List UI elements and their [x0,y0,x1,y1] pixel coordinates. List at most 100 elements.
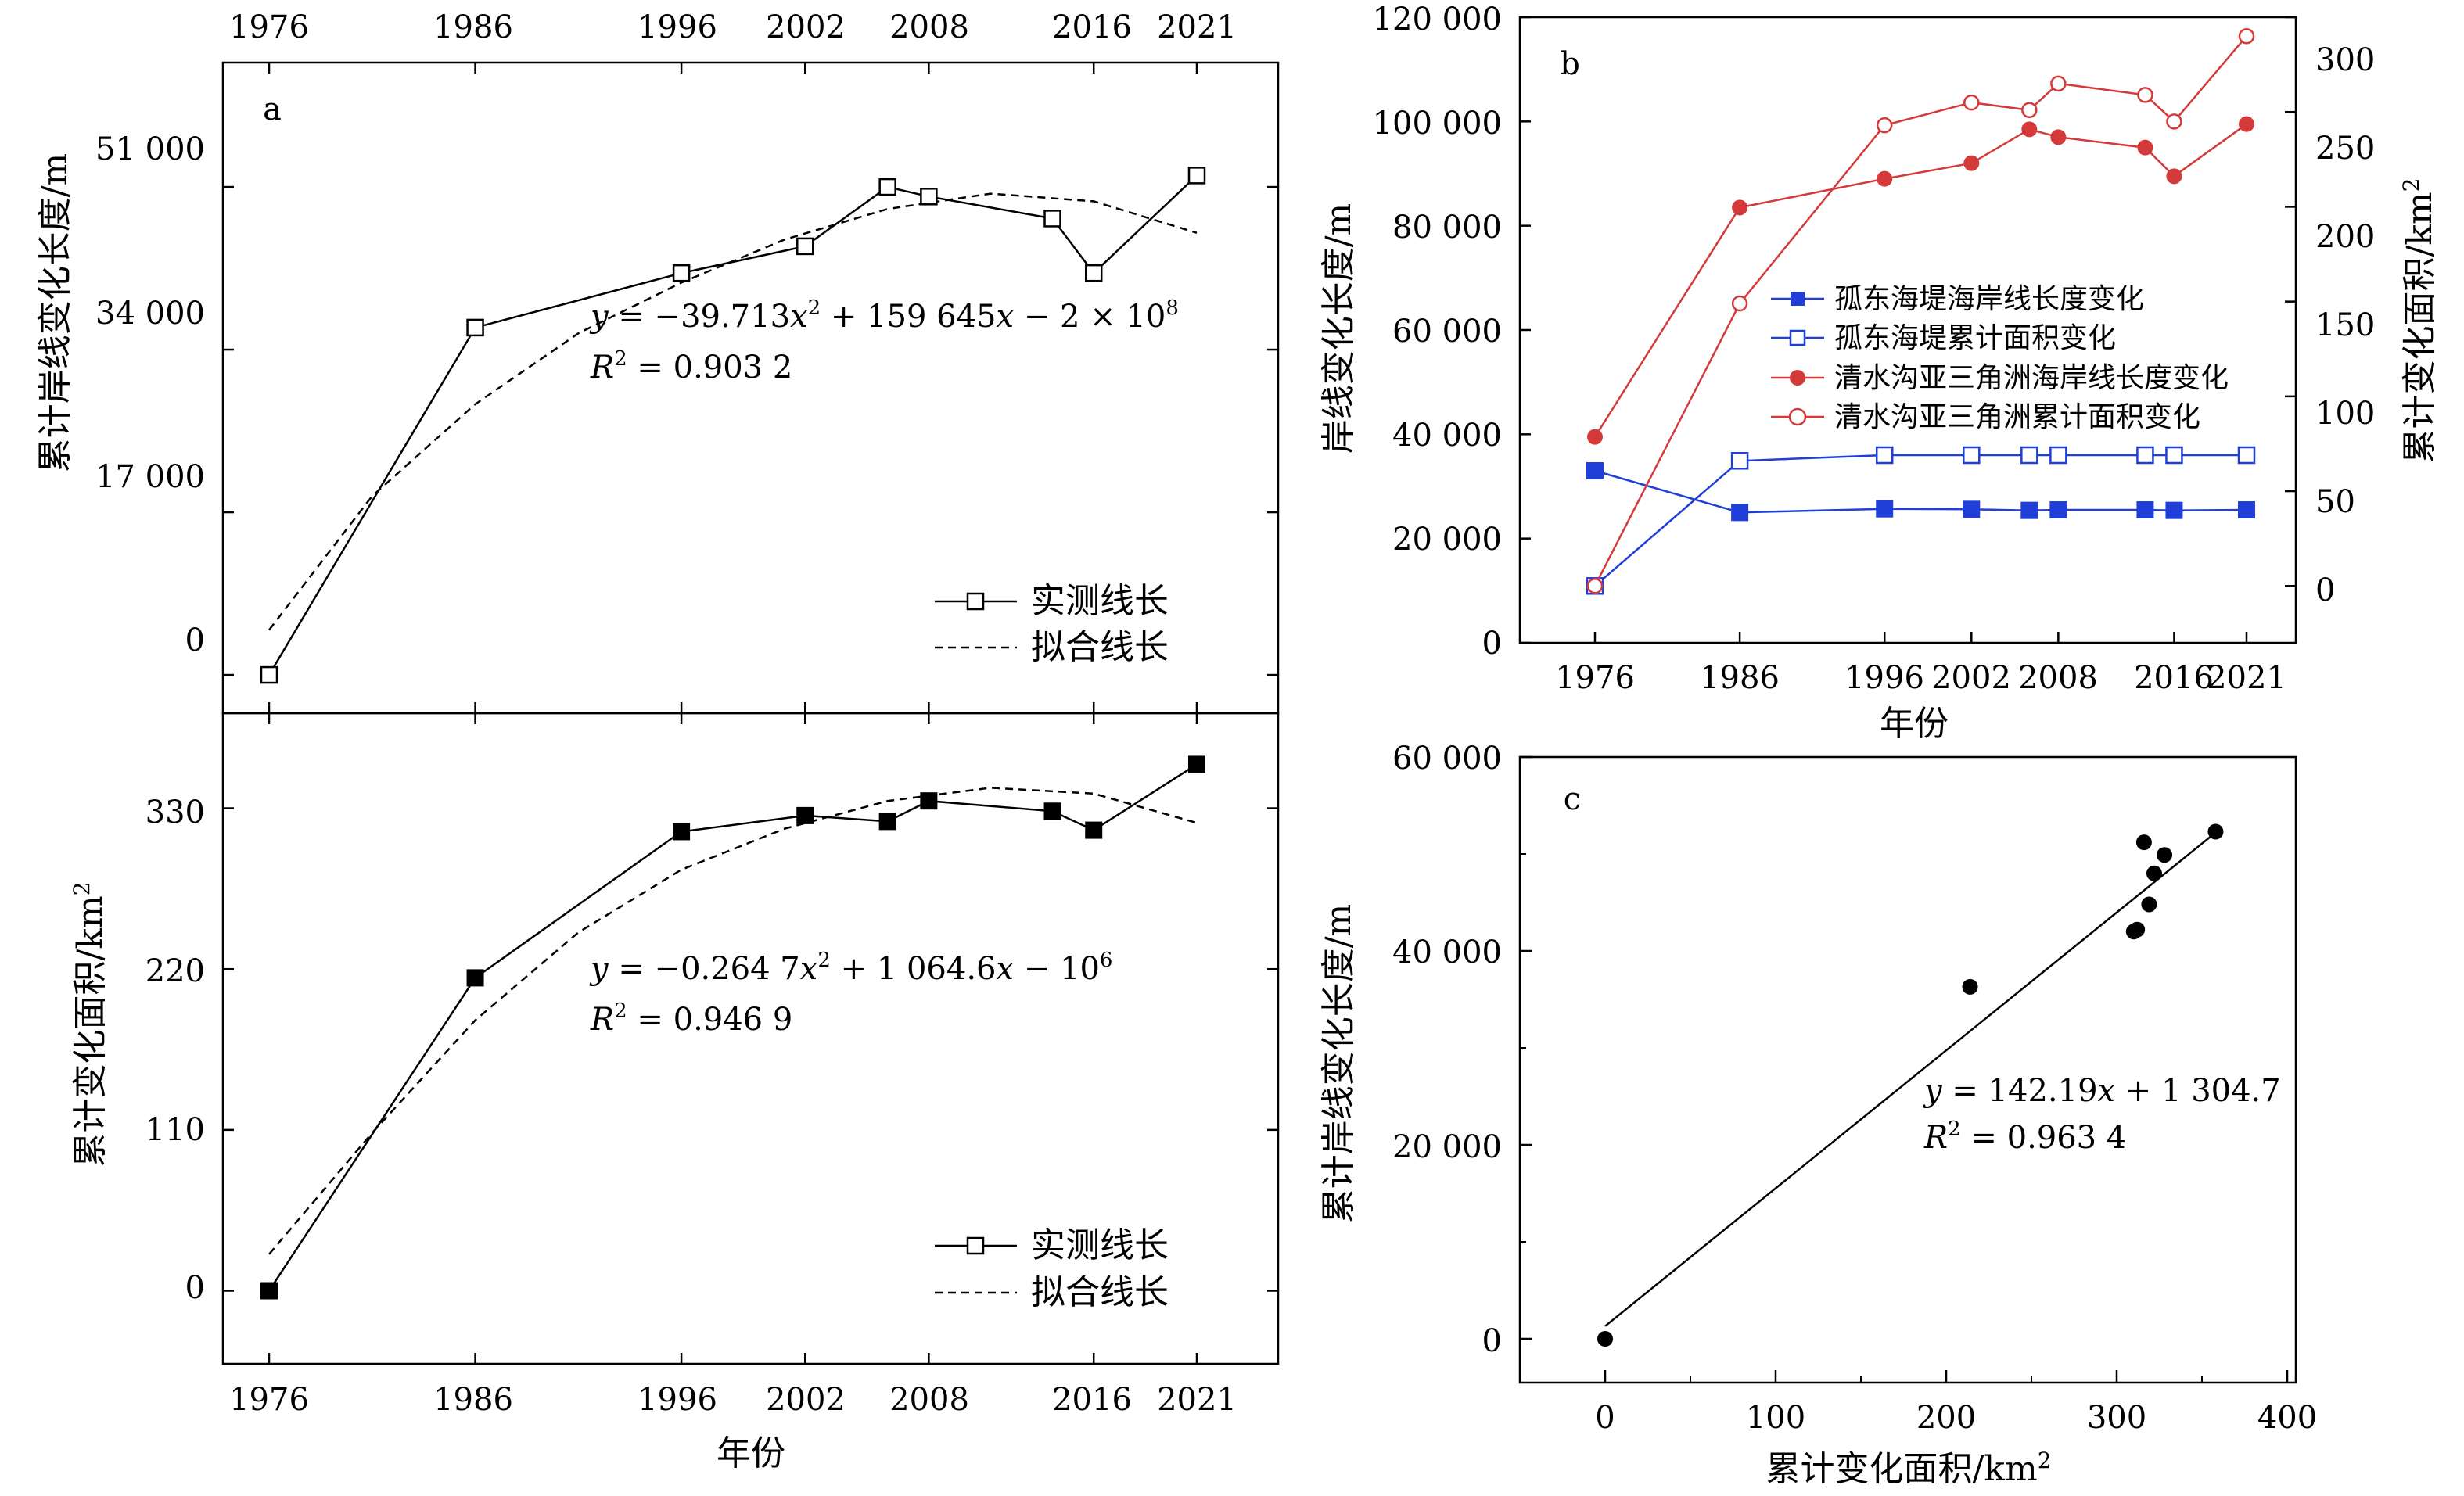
legend-b-marker [1788,407,1807,426]
x-tick-label: 2008 [2018,660,2098,696]
scatter-point [2207,823,2224,840]
series-point [2050,75,2067,92]
top-tick-label: 2002 [766,9,846,45]
measured-point [1188,755,1205,773]
series-point [2237,446,2256,465]
legend-b-entry: 清水沟亚三角洲累计面积变化 [1834,401,2200,433]
scatter-point [1597,1331,1613,1347]
panel-c-plot [1520,755,2289,1383]
series-point [2136,446,2154,465]
y-tick-label: 0 [185,622,205,658]
measured-point [1084,264,1103,282]
y-tick-label: 0 [185,1270,205,1306]
x-tick-label: 1996 [638,1382,717,1418]
fit-equation: y = −0.264 7x2 + 1 064.6x − 106 [589,949,1112,987]
series-point [2021,121,2038,138]
top-tick-label: 2016 [1052,9,1132,45]
series-line [1594,454,2247,587]
y-right-tick-label: 150 [2315,307,2375,343]
y-tick-label: 17 000 [95,459,205,495]
series-point [2021,102,2038,119]
legend-b-entry: 孤东海堤累计面积变化 [1834,322,2116,354]
regression-line [1604,831,2217,1327]
y-right-tick-label: 0 [2315,572,2335,608]
top-tick-label: 1976 [229,9,309,45]
y-right-tick-label: 200 [2315,219,2375,255]
series-point [2136,501,2154,518]
measured-point [672,264,691,282]
series-point [2239,116,2254,132]
legend-measured-marker [966,592,985,611]
measured-point [796,237,814,256]
y-right-tick-label: 300 [2315,42,2375,78]
series-point [2020,501,2038,519]
measured-point [796,806,814,824]
series-point [1875,446,1894,465]
series-point [1587,429,1603,445]
panel-a-label: a [263,91,282,127]
top-tick-label: 1996 [638,9,717,45]
legend-measured-label: 实测线长 [1031,1225,1169,1265]
x-tick-label: 2002 [766,1382,846,1418]
series-point [2050,129,2067,145]
x-tick-label: 2002 [1931,660,2011,696]
y-tick-label: 0 [1482,1323,1502,1359]
series-point [2166,113,2182,130]
x-tick-label: 2016 [1052,1382,1132,1418]
x-tick-label: 2016 [2134,660,2214,696]
x-tick-label: 1986 [1700,660,1780,696]
top-tick-label: 2021 [1157,9,1237,45]
scatter-point [2157,847,2173,863]
series-point [2020,446,2038,465]
x-tick-label: 200 [1916,1400,1976,1436]
fit-r-squared: R2 = 0.903 2 [590,347,792,386]
y-left-tick-label: 100 000 [1373,106,1502,142]
series-point [1876,500,1894,518]
panel-a: a 1976 1986 1996 2002 2008 2016 2021 0 1… [35,9,1280,1473]
series-point [1963,94,1980,111]
fit-r-squared: R2 = 0.946 9 [590,999,792,1038]
y-left-tick-label: 0 [1482,626,1502,662]
measured-point [466,318,484,337]
y-tick-label: 110 [145,1112,205,1148]
measured-point [1085,821,1103,839]
fit-equation: y = 142.19x + 1 304.7 [1923,1073,2281,1109]
y-tick-label: 51 000 [95,131,205,167]
y-tick-label: 40 000 [1392,935,1502,970]
measured-point [920,792,938,810]
y-axis-label: 累计岸线变化长度/m [35,153,75,473]
y-right-tick-label: 50 [2315,484,2355,520]
series-point [2165,501,2183,519]
y-left-tick-label: 60 000 [1392,314,1502,350]
legend-fitted-label: 拟合线长 [1031,627,1169,667]
scatter-point [2141,896,2157,913]
y-left-tick-label: 40 000 [1392,418,1502,454]
scatter-point [2135,834,2152,851]
x-tick-label: 300 [2087,1400,2146,1436]
y-tick-label: 60 000 [1392,741,1502,777]
series-point [1963,155,1980,171]
y-tick-label: 34 000 [95,296,205,332]
x-axis-label: 年份 [1880,704,1949,744]
series-point [1586,462,1604,479]
fit-r-squared: R2 = 0.963 4 [1923,1118,2126,1156]
panel-b: b 0 20 000 40 000 60 000 80 000 100 000 … [1319,2,2440,744]
series-point [2049,446,2067,465]
y-right-tick-label: 100 [2315,396,2375,432]
x-axis-label: 累计变化面积/km2 [1765,1448,2051,1489]
measured-point [878,178,896,196]
measured-point [1043,802,1061,820]
legend-b-entry: 孤东海堤海岸线长度变化 [1834,283,2144,315]
x-tick-label: 2021 [2207,660,2286,696]
legend-b-marker [1789,329,1806,346]
series-point [2137,87,2153,103]
scatter-point [1962,978,1978,995]
panel-b-plot [1520,16,2296,644]
x-tick-label: 1976 [1555,660,1635,696]
scatter-point [2146,865,2162,881]
series-point [1963,500,1981,518]
series-point [1586,578,1604,594]
series-point [2166,168,2182,185]
legend-top: 实测线长 拟合线长 [935,581,1169,667]
